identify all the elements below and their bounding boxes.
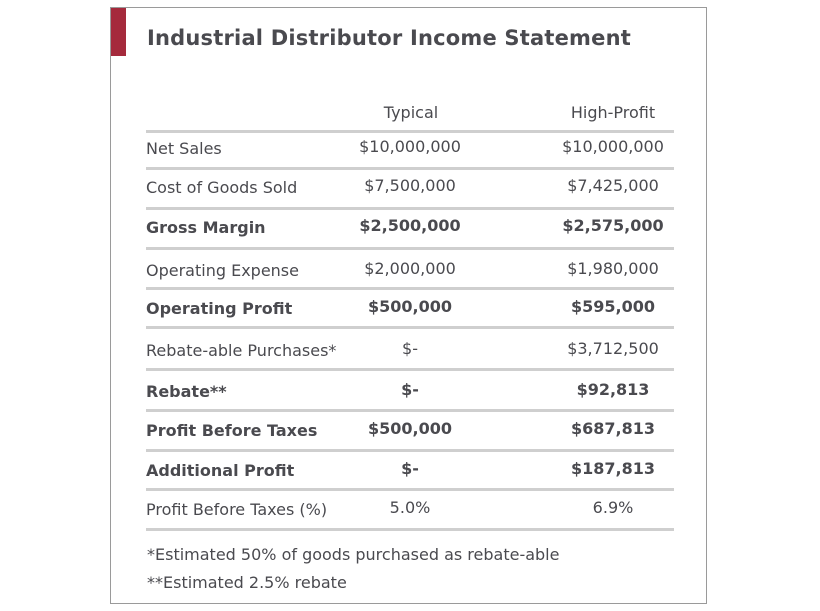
typical-value: $- <box>401 380 419 399</box>
row-divider <box>146 167 674 170</box>
typical-value: $2,000,000 <box>364 259 456 278</box>
row-divider <box>146 326 674 329</box>
table-row: Net Sales $10,000,000 $10,000,000 <box>146 137 674 177</box>
high-profit-value: $595,000 <box>570 297 656 316</box>
table-row: Rebate** $- $92,813 <box>146 380 674 420</box>
row-label: Net Sales <box>146 139 222 158</box>
row-divider <box>146 409 674 412</box>
row-divider <box>146 207 674 210</box>
typical-value: 5.0% <box>389 498 431 517</box>
high-profit-value: $1,980,000 <box>567 259 659 278</box>
table-row: Profit Before Taxes $500,000 $687,813 <box>146 419 674 459</box>
table-row: Rebate-able Purchases* $- $3,712,500 <box>146 339 674 379</box>
high-profit-value: $7,425,000 <box>567 176 659 195</box>
high-profit-value: $10,000,000 <box>562 137 664 156</box>
row-label: Rebate-able Purchases* <box>146 341 337 360</box>
table-row: Additional Profit $- $187,813 <box>146 459 674 499</box>
table-row: Cost of Goods Sold $7,500,000 $7,425,000 <box>146 176 674 216</box>
footnote-rebate: **Estimated 2.5% rebate <box>147 573 347 592</box>
typical-value: $- <box>401 459 419 478</box>
table-row: Gross Margin $2,500,000 $2,575,000 <box>146 216 674 256</box>
high-profit-value: $2,575,000 <box>562 216 664 235</box>
row-label: Additional Profit <box>146 461 295 480</box>
row-label: Gross Margin <box>146 218 266 237</box>
typical-value: $500,000 <box>367 419 453 438</box>
table-row: Profit Before Taxes (%) 5.0% 6.9% <box>146 498 674 538</box>
page-title: Industrial Distributor Income Statement <box>147 26 631 50</box>
row-divider <box>146 368 674 371</box>
row-divider <box>146 528 674 531</box>
high-profit-value: $3,712,500 <box>567 339 659 358</box>
table-row: Operating Expense $2,000,000 $1,980,000 <box>146 259 674 299</box>
row-divider <box>146 488 674 491</box>
header-divider <box>146 130 674 133</box>
income-statement-card: Industrial Distributor Income Statement … <box>110 7 707 604</box>
typical-value: $10,000,000 <box>359 137 461 156</box>
typical-value: $2,500,000 <box>359 216 461 235</box>
table-row: Operating Profit $500,000 $595,000 <box>146 297 674 337</box>
typical-value: $500,000 <box>367 297 453 316</box>
row-divider <box>146 449 674 452</box>
row-label: Operating Profit <box>146 299 293 318</box>
row-label: Profit Before Taxes <box>146 421 318 440</box>
high-profit-value: $92,813 <box>576 380 650 399</box>
row-label: Operating Expense <box>146 261 299 280</box>
footnote-rebateable: *Estimated 50% of goods purchased as reb… <box>147 545 560 564</box>
row-label: Rebate** <box>146 382 227 401</box>
high-profit-value: 6.9% <box>592 498 634 517</box>
high-profit-value: $687,813 <box>570 419 656 438</box>
row-divider <box>146 247 674 250</box>
footnotes: *Estimated 50% of goods purchased as reb… <box>147 541 559 597</box>
row-label: Cost of Goods Sold <box>146 178 298 197</box>
high-profit-value: $187,813 <box>570 459 656 478</box>
title-accent-bar <box>111 8 126 56</box>
row-divider <box>146 287 674 290</box>
row-label: Profit Before Taxes (%) <box>146 500 328 519</box>
typical-value: $- <box>402 339 418 358</box>
typical-value: $7,500,000 <box>364 176 456 195</box>
column-header-typical: Typical <box>383 103 439 122</box>
column-header-high-profit: High-Profit <box>570 103 656 122</box>
